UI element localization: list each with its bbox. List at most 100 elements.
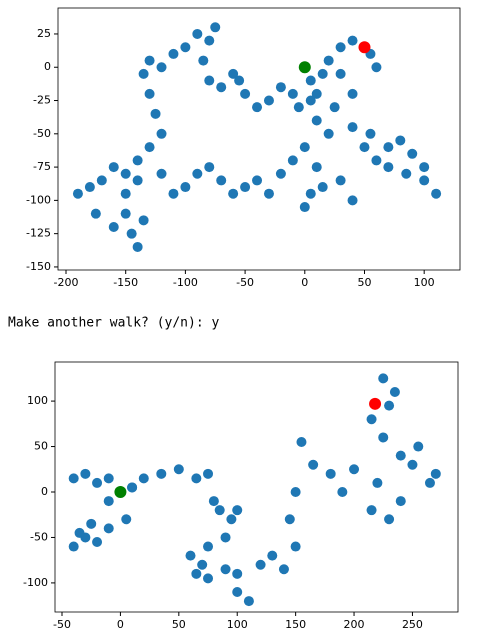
walk-point (284, 514, 295, 525)
x-tick-label: -200 (54, 276, 79, 289)
walk-point (365, 128, 376, 139)
x-tick-label: 200 (344, 618, 365, 631)
x-tick-label: 150 (285, 618, 306, 631)
walk-point (347, 195, 358, 206)
walk-point (267, 550, 278, 561)
walk-point (347, 88, 358, 99)
walk-point (232, 568, 243, 579)
walk-point (208, 496, 219, 507)
walk-point (86, 518, 97, 529)
walk-point (132, 241, 143, 252)
walk-point (156, 128, 167, 139)
y-tick-label: -150 (26, 260, 51, 273)
walk-point (114, 486, 127, 498)
walk-point (290, 541, 301, 552)
walk-point (349, 464, 360, 475)
walk-point (168, 188, 179, 199)
walk-point (431, 188, 442, 199)
walk-point (371, 155, 382, 166)
walk-point (120, 168, 131, 179)
walk-point (298, 61, 311, 74)
walk-point (337, 487, 348, 497)
walk-point (156, 168, 167, 179)
plot-frame (57, 7, 461, 271)
walk-point (311, 115, 322, 126)
walk-point (359, 142, 370, 153)
walk-point (144, 142, 155, 153)
walk-point (68, 541, 79, 552)
walk-point (311, 88, 322, 99)
x-tick-label: 50 (357, 276, 371, 289)
walk-point (185, 550, 196, 561)
x-tick-label: 100 (414, 276, 435, 289)
walk-point (68, 473, 79, 484)
walk-point (243, 596, 254, 607)
walk-point (369, 397, 382, 410)
walk-point (372, 477, 383, 488)
walk-point (358, 41, 371, 54)
walk-point (108, 221, 119, 232)
walk-point (401, 168, 412, 179)
plot-frame (54, 361, 459, 613)
walk-point (366, 414, 377, 425)
walk-point (234, 75, 245, 86)
walk-point (389, 387, 400, 397)
y-tick-label: 100 (27, 394, 48, 407)
walk-point (278, 564, 289, 575)
walk-point (240, 182, 251, 193)
walk-point (226, 514, 237, 525)
y-tick-label: -100 (23, 576, 48, 589)
walk-point (317, 68, 328, 79)
walk-point (180, 42, 191, 53)
walk-point (210, 22, 221, 33)
walk-point (371, 62, 382, 73)
walk-point (232, 505, 243, 516)
walk-point (203, 573, 214, 584)
y-tick-label: -50 (30, 530, 48, 543)
walk-point (120, 188, 131, 199)
y-tick-label: -100 (26, 193, 51, 206)
walk-point (144, 55, 155, 66)
walk-point (120, 208, 131, 219)
walk-point (347, 35, 358, 46)
y-tick-label: 0 (41, 485, 48, 498)
walk-point (293, 102, 304, 113)
walk-point (84, 182, 95, 193)
x-tick-label: -100 (173, 276, 198, 289)
walk-point (132, 175, 143, 186)
walk-point (127, 482, 138, 493)
walk-point (308, 459, 319, 470)
walk-point (252, 175, 263, 186)
walk-point (311, 162, 322, 173)
walk-point (383, 162, 394, 173)
walk-point (203, 541, 214, 552)
walk-point (214, 505, 225, 516)
walk-point (305, 188, 316, 199)
walk-point (430, 468, 441, 479)
walk-point (232, 587, 243, 597)
walk-point (204, 35, 215, 46)
walk-point (305, 75, 316, 86)
x-tick-label: 100 (227, 618, 248, 631)
walk-point (220, 564, 231, 575)
walk-point (108, 162, 119, 173)
walk-point (275, 168, 286, 179)
walk-point (424, 477, 435, 488)
y-tick-label: -75 (33, 160, 51, 173)
x-tick-label: 0 (117, 618, 124, 631)
walk-point (384, 514, 395, 525)
walk-point (335, 68, 346, 79)
y-tick-label: -50 (33, 127, 51, 140)
walk-point (252, 102, 263, 113)
walk-point (138, 68, 149, 79)
input-prompt: Make another walk? (y/n): y (8, 316, 219, 331)
walk-point (347, 122, 358, 133)
walk-point (323, 128, 334, 139)
walk-point (296, 437, 307, 447)
walk-point (263, 188, 274, 199)
walk-point (126, 228, 137, 239)
walk-point (317, 182, 328, 193)
walk-point (287, 88, 298, 99)
